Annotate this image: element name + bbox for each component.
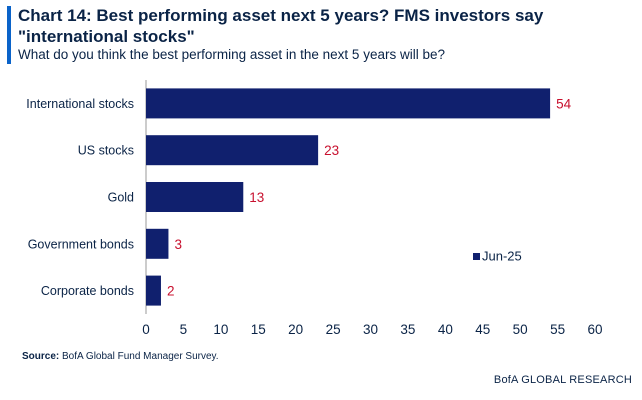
category-label-3: Government bonds <box>28 237 134 251</box>
data-label-0: 54 <box>556 96 572 111</box>
bar-2 <box>146 182 244 212</box>
x-tick-label-6: 30 <box>363 322 378 337</box>
data-label-4: 2 <box>167 284 175 299</box>
category-label-2: Gold <box>108 191 134 205</box>
x-tick-label-4: 20 <box>288 322 303 337</box>
x-tick-label-7: 35 <box>400 322 415 337</box>
data-label-1: 23 <box>324 143 339 158</box>
source-note: Source: BofA Global Fund Manager Survey. <box>22 351 219 362</box>
bar-0 <box>146 88 551 119</box>
bar-3 <box>146 228 169 259</box>
legend-label: Jun-25 <box>482 249 522 264</box>
x-tick-label-3: 15 <box>251 322 266 337</box>
data-label-3: 3 <box>174 237 182 252</box>
source-text: BofA Global Fund Manager Survey. <box>59 351 219 362</box>
x-tick-label-11: 55 <box>550 322 565 337</box>
category-label-4: Corporate bonds <box>41 284 134 298</box>
title-accent-bar <box>7 6 11 64</box>
category-label-1: US stocks <box>78 144 134 158</box>
x-tick-label-10: 50 <box>513 322 528 337</box>
x-tick-label-9: 45 <box>475 322 490 337</box>
source-label: Source: <box>22 351 60 362</box>
brand-label: BofA GLOBAL RESEARCH <box>493 374 632 386</box>
legend-swatch <box>473 253 480 260</box>
x-tick-label-5: 25 <box>326 322 341 337</box>
x-tick-label-1: 5 <box>180 322 188 337</box>
category-label-0: International stocks <box>26 97 134 111</box>
chart-title: Chart 14: Best performing asset next 5 y… <box>18 6 544 46</box>
x-tick-label-12: 60 <box>587 322 602 337</box>
x-tick-label-0: 0 <box>142 322 150 337</box>
bar-4 <box>146 275 161 306</box>
data-label-2: 13 <box>249 190 264 205</box>
x-tick-label-2: 10 <box>213 322 228 337</box>
x-tick-label-8: 40 <box>438 322 453 337</box>
chart-subtitle: What do you think the best performing as… <box>18 47 445 62</box>
bar-1 <box>146 135 319 166</box>
